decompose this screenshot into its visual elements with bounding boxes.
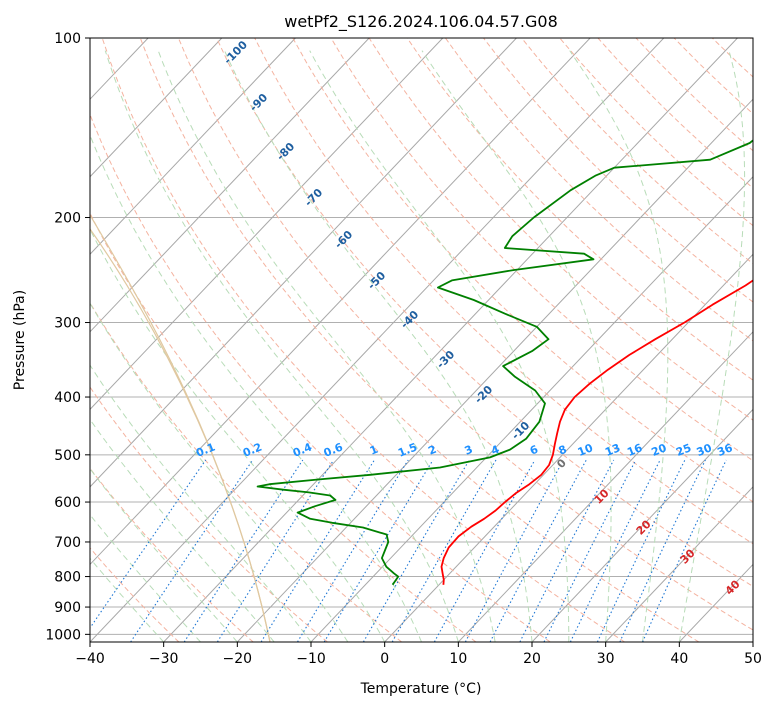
dry-adiabat — [90, 212, 477, 642]
mixing-ratio-label: 30 — [695, 441, 714, 459]
mixing-ratio-label: 20 — [649, 441, 668, 459]
isotherm-line — [90, 38, 444, 411]
moist-adiabat — [90, 302, 349, 642]
y-tick-label: 400 — [54, 390, 81, 406]
moist-adiabat — [309, 50, 570, 642]
isotherm-line — [605, 486, 753, 642]
x-axis-label: Temperature (°C) — [360, 681, 482, 697]
mixing-ratio-line — [519, 459, 615, 642]
x-tick-label: 10 — [449, 651, 467, 667]
isotherm-line — [90, 38, 223, 178]
mixing-ratio-line — [489, 459, 587, 642]
mixing-ratio-line — [619, 459, 706, 642]
mixing-ratio-line — [464, 459, 564, 642]
dry-adiabat — [483, 38, 753, 303]
mixing-ratio-label: 10 — [576, 441, 595, 459]
y-axis: 100 200 300 400 500 600 700 800 900 1000 — [45, 31, 90, 643]
isotherm-line — [90, 38, 296, 256]
dry-adiabat — [90, 547, 180, 642]
y-tick-label: 100 — [54, 31, 81, 47]
x-tick-label: 50 — [744, 651, 762, 667]
isotherm-line — [457, 331, 753, 642]
moist-adiabat — [104, 50, 459, 642]
dry-adiabat — [406, 38, 753, 381]
reference-arc — [90, 228, 271, 642]
mixing-ratio-label: 36 — [715, 441, 734, 459]
mixing-ratio-line — [323, 459, 434, 642]
y-tick-label: 500 — [54, 448, 81, 464]
dry-adiabat — [90, 113, 551, 642]
moist-adiabat — [421, 50, 612, 642]
y-tick-label: 800 — [54, 570, 81, 586]
chart-title: wetPf2_S126.2024.106.04.57.G08 — [284, 12, 558, 32]
background-lines — [0, 38, 753, 642]
mixing-ratio-line — [543, 459, 637, 642]
mixing-ratio-label: 3 — [463, 443, 475, 458]
x-axis: −40 −30 −20 −10 0 10 20 30 40 50 — [75, 642, 762, 667]
dry-adiabat — [177, 38, 753, 631]
y-tick-label: 700 — [54, 535, 81, 551]
mixing-ratio-label: 16 — [625, 441, 644, 459]
x-tick-label: −30 — [149, 651, 179, 667]
dry-adiabat — [254, 38, 753, 545]
dry-adiabat — [330, 38, 753, 462]
dry-adiabat — [292, 38, 753, 503]
mixing-ratio-line — [642, 459, 727, 642]
dry-adiabat — [216, 38, 753, 588]
mixing-ratio-line — [569, 459, 661, 642]
moist-adiabat — [90, 418, 275, 642]
x-tick-label: −10 — [296, 651, 326, 667]
mixing-ratio-line — [596, 459, 686, 642]
y-tick-label: 300 — [54, 316, 81, 332]
mixing-ratio-label: 8 — [557, 443, 569, 458]
mixing-ratio-label: 1 — [368, 443, 380, 458]
y-tick-label: 200 — [54, 211, 81, 227]
x-tick-label: 20 — [523, 651, 541, 667]
mixing-ratio-line — [433, 459, 536, 642]
x-tick-label: 30 — [597, 651, 615, 667]
isotherm-line — [531, 408, 753, 642]
mixing-ratio-label: 13 — [603, 441, 622, 459]
moist-adiabat — [90, 133, 422, 642]
moist-adiabat — [157, 50, 496, 642]
temperature-profile — [440, 279, 753, 585]
isotherm-line — [0, 38, 1, 642]
moist-adiabat — [569, 50, 669, 642]
dewpoint-profile — [256, 139, 753, 586]
isotherm-line — [752, 641, 753, 642]
mixing-ratio-line — [297, 459, 409, 642]
y-axis-label: Pressure (hPa) — [12, 290, 28, 390]
y-tick-label: 900 — [54, 600, 81, 616]
mixing-ratio-line — [183, 459, 304, 642]
y-tick-label: 1000 — [45, 627, 81, 643]
moist-adiabat — [224, 50, 533, 642]
moist-adiabat — [678, 50, 746, 642]
isotherm-line — [90, 38, 665, 642]
x-tick-label: 0 — [380, 651, 389, 667]
x-tick-label: −20 — [223, 651, 253, 667]
moist-adiabat — [90, 364, 312, 642]
isotherm-line — [90, 38, 517, 488]
isotherm-line — [236, 98, 753, 642]
dry-adiabat — [750, 38, 753, 42]
isotherm-line — [90, 38, 370, 333]
mixing-ratio-label: 25 — [674, 441, 693, 459]
dry-adiabat — [368, 38, 753, 421]
plot-frame — [89, 37, 754, 643]
mixing-ratio-label: 2 — [426, 443, 438, 458]
isotherm-line — [163, 38, 738, 642]
moist-adiabat — [90, 467, 238, 642]
mixing-ratio-line — [260, 459, 375, 642]
mixing-ratio-line — [216, 459, 335, 642]
isotherm-line — [384, 253, 753, 642]
series-layer — [256, 139, 753, 586]
y-tick-label: 600 — [54, 495, 81, 511]
x-tick-label: −40 — [75, 651, 105, 667]
isotherm-line — [310, 176, 753, 642]
x-tick-label: 40 — [670, 651, 688, 667]
